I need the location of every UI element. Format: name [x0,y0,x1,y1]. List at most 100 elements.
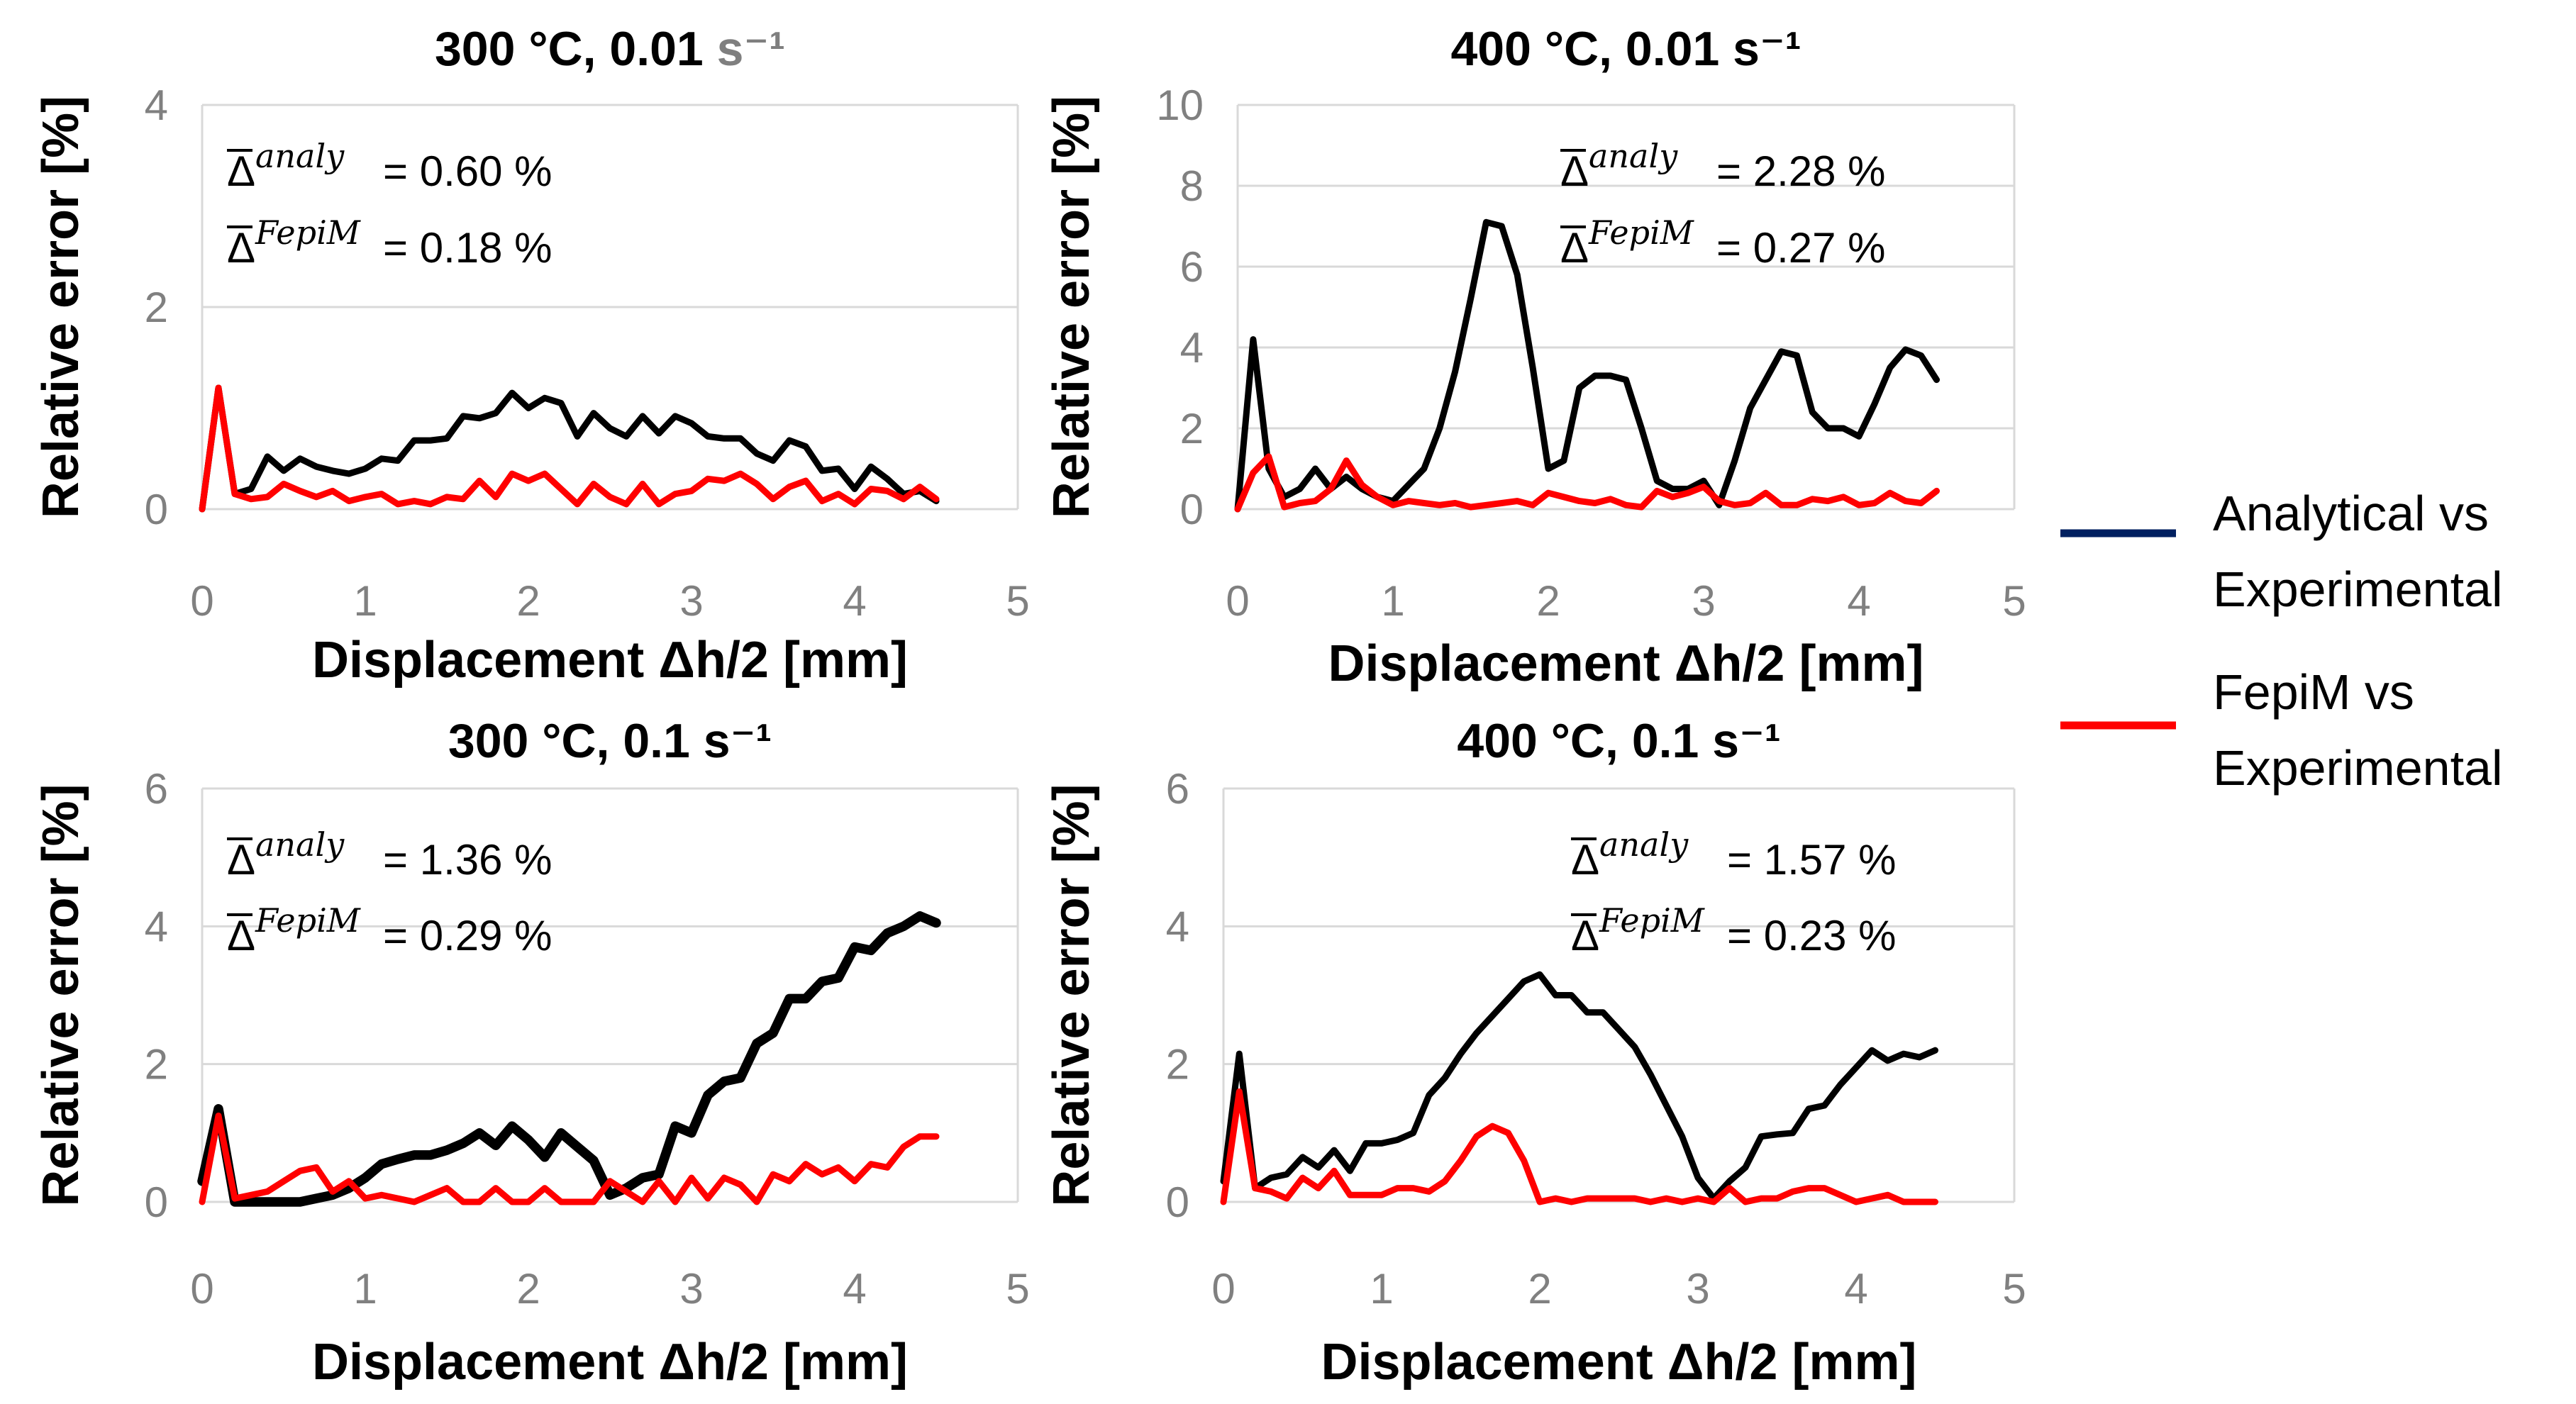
x-tick-label: 5 [2002,1265,2026,1313]
legend-label-analytical-2: Experimental [2213,562,2503,617]
y-tick-label: 0 [145,486,168,533]
delta-symbol: Δ [1560,224,1589,272]
delta-value: = 0.23 % [1727,912,1897,959]
chart-title: 300 °C, 0.1 s⁻¹ [448,714,772,768]
x-tick-label: 1 [353,577,377,625]
x-tick-label: 0 [190,1265,213,1313]
x-tick-label: 5 [1006,577,1029,625]
delta-symbol: Δ [227,912,255,959]
chart-title: 400 °C, 0.1 s⁻¹ [1457,714,1780,768]
y-tick-label: 6 [145,765,168,813]
legend-label-fepim-1: FepiM vs [2213,664,2414,720]
chart-title-main: 400 °C, 0.01 s⁻¹ [1450,22,1801,76]
chart-panel-2: 0 2 4 6 8 10 0 1 2 3 4 5 400 °C, 0.01 s⁻¹ Displacemen… [1043,22,2026,692]
annotation-fepim: Δ FepiM = 0.23 % [1571,901,1897,959]
chart-panel-4: 0 2 4 6 0 1 2 3 4 5 400 °C, 0.1 s⁻¹ Displacement Δh… [1043,714,2026,1391]
delta-value: = 0.18 % [383,224,553,272]
delta-superscript: FepiM [255,901,362,940]
annotation-fepim: Δ FepiM = 0.29 % [227,901,553,959]
y-tick-label: 0 [1180,486,1204,533]
delta-value: = 0.27 % [1716,224,1886,272]
chart-title: 400 °C, 0.01 s⁻¹ [1450,22,1801,76]
chart-panels: 0 2 4 0 1 2 3 4 5 300 °C, 0.01 s⁻¹ Displacement Δh… [33,22,2026,1391]
series-line-fepim [1220,1088,1938,1205]
delta-superscript: analy [255,825,345,864]
series-line-analytical [199,384,940,513]
chart-title-main: 300 °C, 0.1 s⁻¹ [448,714,772,768]
y-tick-label: 6 [1166,765,1189,813]
delta-value: = 1.36 % [383,836,553,884]
chart-title-main: 300 °C, 0.01 [435,22,717,76]
x-tick-label: 2 [516,577,540,625]
chart-panel-3: 0 2 4 6 0 1 2 3 4 5 300 °C, 0.1 s⁻¹ Displacement Δh… [33,714,1030,1391]
y-tick-label: 4 [145,82,168,129]
series-line-fepim [199,1113,940,1205]
x-tick-label: 0 [1226,577,1249,625]
y-tick-label: 2 [145,1041,168,1088]
y-tick-label: 4 [1166,903,1189,950]
x-axis-label: Displacement Δh/2 [mm] [1328,635,1924,692]
y-tick-label: 0 [1166,1179,1189,1226]
y-tick-label: 6 [1180,243,1204,291]
delta-value: = 0.60 % [383,147,553,195]
x-tick-label: 3 [679,1265,703,1313]
delta-superscript: analy [1589,137,1678,175]
delta-value: = 2.28 % [1716,147,1886,195]
y-tick-label: 10 [1156,82,1204,129]
x-tick-label: 2 [1536,577,1560,625]
delta-symbol: Δ [1571,836,1599,884]
chart-title-main: 400 °C, 0.1 s⁻¹ [1457,714,1780,768]
chart-title-unit: s⁻¹ [717,22,785,76]
legend: Analytical vs Experimental FepiM vs Expe… [2060,486,2503,796]
legend-label-fepim-2: Experimental [2213,740,2503,796]
x-tick-label: 3 [1692,577,1715,625]
x-tick-label: 4 [843,577,866,625]
delta-value: = 1.57 % [1727,836,1897,884]
y-tick-label: 2 [145,284,168,331]
y-tick-label: 4 [1180,324,1204,372]
delta-superscript: FepiM [1588,213,1695,252]
delta-symbol: Δ [1571,912,1599,959]
x-tick-label: 0 [1211,1265,1235,1313]
delta-value: = 0.29 % [383,912,553,959]
x-axis-label: Displacement Δh/2 [mm] [312,632,908,689]
series-line-analytical [1234,218,1940,513]
annotation-fepim: Δ FepiM = 0.27 % [1560,213,1886,272]
x-tick-label: 2 [1528,1265,1551,1313]
x-tick-label: 3 [679,577,703,625]
x-tick-label: 1 [353,1265,377,1313]
series-line-analytical [197,911,941,1207]
x-tick-label: 2 [516,1265,540,1313]
delta-superscript: analy [255,137,345,175]
delta-superscript: FepiM [1599,901,1706,940]
series-line-fepim [199,384,940,513]
delta-symbol: Δ [227,224,255,272]
delta-symbol: Δ [1560,147,1589,195]
y-tick-label: 2 [1166,1041,1189,1088]
x-axis-label: Displacement Δh/2 [mm] [312,1334,908,1391]
y-axis-label: Relative error [%] [1043,96,1100,518]
x-tick-label: 5 [2002,577,2026,625]
delta-superscript: analy [1599,825,1689,864]
y-axis-label: Relative error [%] [33,96,89,518]
chart-panel-1: 0 2 4 0 1 2 3 4 5 300 °C, 0.01 s⁻¹ Displacement Δh… [33,22,1030,689]
delta-superscript: FepiM [255,213,362,252]
x-tick-label: 1 [1370,1265,1393,1313]
x-tick-label: 1 [1381,577,1404,625]
y-axis-label: Relative error [%] [33,784,89,1206]
y-axis-label: Relative error [%] [1043,784,1100,1206]
y-tick-label: 4 [145,903,168,950]
y-tick-label: 8 [1180,162,1204,210]
delta-symbol: Δ [227,147,255,195]
x-tick-label: 3 [1686,1265,1709,1313]
x-tick-label: 5 [1006,1265,1029,1313]
delta-symbol: Δ [227,836,255,884]
x-axis-label: Displacement Δh/2 [mm] [1321,1334,1917,1391]
x-tick-label: 4 [843,1265,866,1313]
x-tick-label: 4 [1844,1265,1867,1313]
